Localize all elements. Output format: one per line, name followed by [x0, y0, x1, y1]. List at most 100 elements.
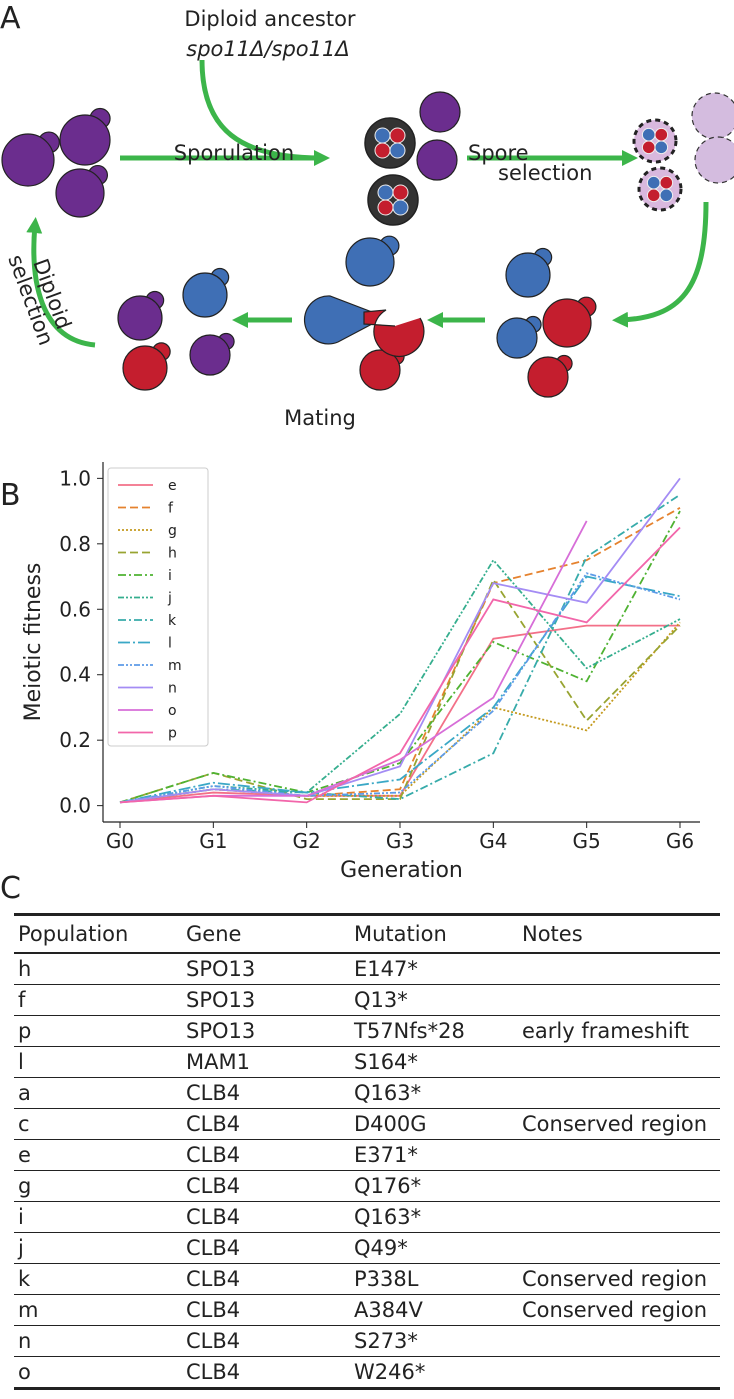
table-cell: o [14, 1356, 182, 1390]
table-cell [518, 953, 720, 985]
table-row: p SPO13 T57Nfs*28 early frameshift [14, 1015, 720, 1047]
spore [641, 140, 656, 155]
x-tick-label: G4 [479, 829, 507, 853]
dead-cell [691, 92, 734, 140]
x-tick-label: G0 [106, 829, 134, 853]
x-tick-label: G1 [199, 829, 227, 853]
cell [55, 168, 105, 218]
table-row: o CLB4 W246* [14, 1356, 720, 1390]
table-cell: Conserved region [518, 1108, 720, 1140]
table-cell: Q163* [350, 1077, 518, 1109]
legend-label: m [168, 658, 182, 674]
cell [542, 298, 592, 348]
table-cell: CLB4 [182, 1232, 350, 1264]
series-line [119, 477, 681, 804]
table-cell [518, 1170, 720, 1202]
legend-label: n [168, 681, 177, 697]
diagram-label: Mating [284, 406, 356, 430]
x-tick-label: G6 [666, 829, 694, 853]
arrow [199, 59, 323, 161]
spore [374, 142, 391, 159]
legend-label: k [168, 613, 177, 629]
table-cell: h [14, 953, 182, 985]
y-axis-label: Meiotic fitness [21, 563, 46, 722]
column-header: Mutation [350, 913, 518, 954]
column-header: Gene [182, 913, 350, 954]
legend-label: l [168, 636, 172, 652]
panel-label: B [0, 478, 21, 513]
arrow [612, 201, 709, 328]
y-tick-label: 0.4 [59, 663, 91, 687]
diagram-label: Sporulation [174, 141, 294, 165]
table-cell: i [14, 1201, 182, 1233]
spore [392, 199, 409, 216]
table-cell: S273* [350, 1325, 518, 1357]
table-row: m CLB4 A384V Conserved region [14, 1294, 720, 1326]
table-cell: CLB4 [182, 1294, 350, 1326]
spore [659, 175, 674, 190]
table-cell: CLB4 [182, 1170, 350, 1202]
table-cell: c [14, 1108, 182, 1140]
ascus [637, 166, 683, 212]
table-cell: SPO13 [182, 953, 350, 985]
table-cell: e [14, 1139, 182, 1171]
table-cell [518, 1356, 720, 1390]
arrows [26, 59, 709, 348]
table-cell: CLB4 [182, 1201, 350, 1233]
table-row: j CLB4 Q49* [14, 1232, 720, 1264]
series-line [119, 510, 681, 804]
y-tick-label: 0.6 [59, 597, 91, 621]
table-cell: P338L [350, 1263, 518, 1295]
table-cell: n [14, 1325, 182, 1357]
cell [505, 252, 551, 298]
legend-label: i [168, 568, 172, 584]
table-cell: Q49* [350, 1232, 518, 1264]
table-cell: CLB4 [182, 1108, 350, 1140]
cells [1, 91, 734, 398]
y-tick-label: 0.8 [59, 532, 91, 556]
y-tick-label: 1.0 [59, 466, 91, 490]
spore [392, 184, 409, 201]
table-cell: CLB4 [182, 1077, 350, 1109]
table-cell [518, 1077, 720, 1109]
cell [416, 139, 458, 181]
mating-cell [303, 295, 373, 345]
column-header: Notes [518, 913, 720, 954]
mating-cell [363, 309, 425, 358]
x-tick-label: G5 [573, 829, 601, 853]
legend-label: o [168, 703, 177, 719]
table-cell: Q176* [350, 1170, 518, 1202]
legend-label: f [168, 501, 174, 517]
table-cell: m [14, 1294, 182, 1326]
diagram-label: Diploid ancestor [184, 7, 356, 31]
legend-label: e [168, 478, 177, 494]
ascus [632, 118, 678, 164]
legend-label: h [168, 546, 177, 562]
table-row: i CLB4 Q163* [14, 1201, 720, 1233]
ascus [364, 117, 416, 169]
legend-label: j [167, 591, 172, 607]
table-row: n CLB4 S273* [14, 1325, 720, 1357]
spore [646, 175, 661, 190]
spore [641, 127, 656, 142]
x-tick-label: G3 [386, 829, 414, 853]
cell [527, 356, 569, 398]
table-cell: SPO13 [182, 1015, 350, 1047]
table-row: f SPO13 Q13* [14, 984, 720, 1016]
table-cell [518, 1232, 720, 1264]
table-cell: A384V [350, 1294, 518, 1326]
mutation-table: Population Gene Mutation Notes h SPO13 E147* f S… [14, 913, 720, 1390]
y-tick-label: 0.2 [59, 728, 91, 752]
spore [646, 188, 661, 203]
table-cell: MAM1 [182, 1046, 350, 1078]
table-cell: D400G [350, 1108, 518, 1140]
diagram-label: selection [498, 161, 592, 185]
table-cell [518, 984, 720, 1016]
cell [496, 317, 538, 359]
table-row: c CLB4 D400G Conserved region [14, 1108, 720, 1140]
table-cell: l [14, 1046, 182, 1078]
spore [389, 142, 406, 159]
table-cell: CLB4 [182, 1325, 350, 1357]
legend-label: p [168, 726, 177, 742]
